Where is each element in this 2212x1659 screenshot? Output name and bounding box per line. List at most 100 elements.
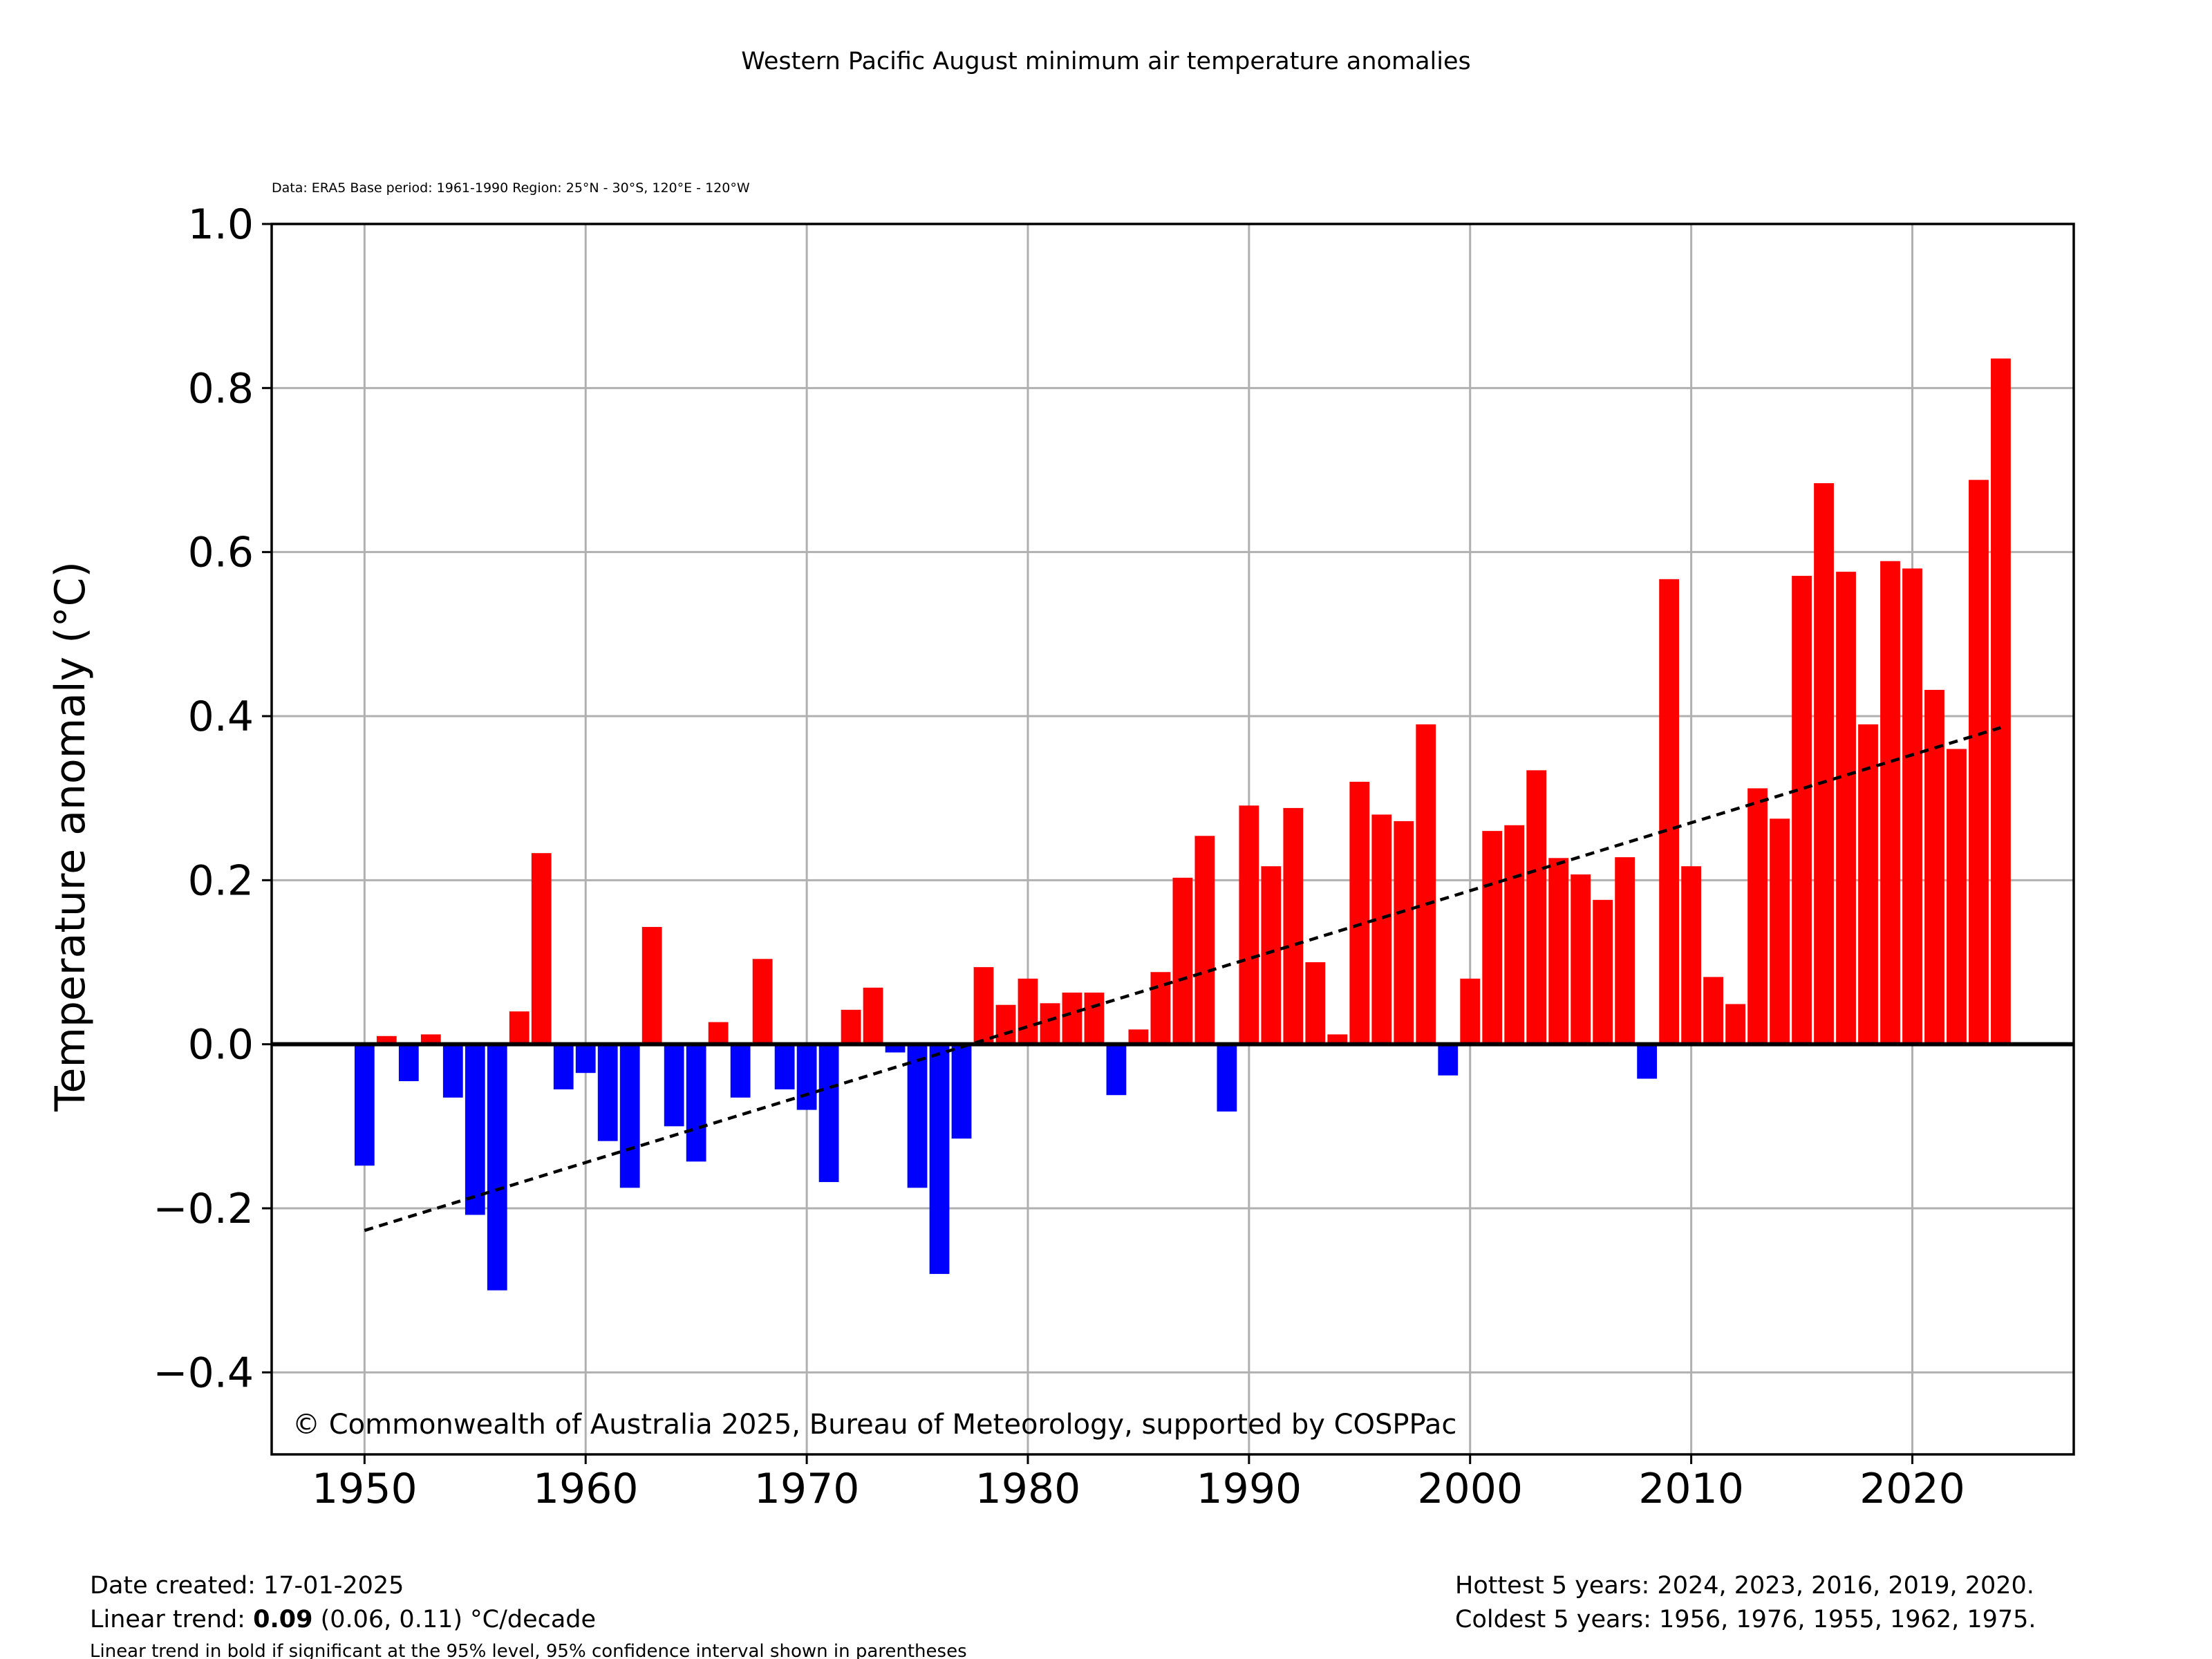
y-tick-label: 0.2 xyxy=(188,856,254,905)
bar-1958 xyxy=(531,853,552,1044)
bar-2023 xyxy=(1969,480,1989,1044)
bar-1961 xyxy=(597,1044,618,1141)
bar-1976 xyxy=(929,1044,950,1274)
bar-1983 xyxy=(1084,992,1105,1044)
bar-1951 xyxy=(376,1035,397,1044)
bar-2021 xyxy=(1924,690,1944,1044)
y-tick-label: 0.8 xyxy=(188,364,254,413)
y-axis-label: Temperature anomaly (°C) xyxy=(46,561,95,1112)
y-tick-label: 1.0 xyxy=(188,200,254,249)
bar-1993 xyxy=(1305,962,1326,1044)
bar-1957 xyxy=(509,1011,529,1044)
x-tick-label: 1980 xyxy=(975,1465,1081,1513)
bar-2018 xyxy=(1858,724,1878,1044)
bar-1956 xyxy=(487,1044,507,1291)
bar-1997 xyxy=(1394,821,1414,1044)
bar-1978 xyxy=(973,967,994,1044)
plot-frame xyxy=(270,223,2075,1456)
bar-1967 xyxy=(730,1044,751,1098)
bar-2016 xyxy=(1814,482,1834,1044)
bar-1987 xyxy=(1172,877,1193,1044)
bar-2012 xyxy=(1725,1004,1745,1044)
bar-1975 xyxy=(907,1044,928,1188)
y-tick-label: −0.2 xyxy=(153,1185,254,1233)
bar-2015 xyxy=(1792,576,1812,1044)
bar-2009 xyxy=(1659,579,1680,1044)
y-tick-label: 0.4 xyxy=(188,693,254,741)
bar-1962 xyxy=(619,1044,640,1188)
x-tick-label: 2020 xyxy=(1859,1465,1965,1513)
bar-2010 xyxy=(1681,866,1702,1044)
x-tick-label: 1970 xyxy=(754,1465,860,1513)
bar-2020 xyxy=(1902,568,1922,1044)
chart-subtitle: Data: ERA5 Base period: 1961-1990 Region… xyxy=(272,180,750,196)
bar-1990 xyxy=(1239,805,1259,1044)
bar-1977 xyxy=(951,1044,972,1139)
bar-1972 xyxy=(841,1009,861,1044)
bar-2006 xyxy=(1593,899,1613,1044)
bar-2005 xyxy=(1571,874,1591,1044)
bar-2003 xyxy=(1526,770,1547,1044)
bar-1960 xyxy=(575,1044,596,1074)
bar-1964 xyxy=(664,1044,684,1127)
x-tick-label: 1990 xyxy=(1197,1465,1302,1513)
x-tick-label: 1950 xyxy=(312,1465,418,1513)
bar-1992 xyxy=(1283,807,1304,1044)
y-axis: −0.4 −0.2 0.0 0.2 0.4 0.6 0.8 1.0 xyxy=(153,200,272,1397)
chart-title: Western Pacific August minimum air tempe… xyxy=(741,48,1470,75)
bar-2024 xyxy=(1991,358,2011,1044)
bar-2019 xyxy=(1880,561,1900,1044)
bar-2001 xyxy=(1482,831,1503,1044)
bar-1991 xyxy=(1261,866,1282,1044)
x-tick-label: 1960 xyxy=(533,1465,639,1513)
bar-2000 xyxy=(1460,978,1481,1044)
bar-1979 xyxy=(995,1004,1016,1044)
bar-1965 xyxy=(686,1044,706,1162)
linear-trend-value: 0.09 xyxy=(253,1606,312,1633)
bar-1963 xyxy=(641,926,662,1044)
bar-2022 xyxy=(1947,749,1967,1044)
bar-2017 xyxy=(1836,572,1856,1044)
bar-1950 xyxy=(354,1044,375,1166)
bar-1959 xyxy=(553,1044,574,1089)
bar-1974 xyxy=(885,1044,906,1053)
y-tick-label: −0.4 xyxy=(153,1349,254,1397)
copyright-annotation: © Commonwealth of Australia 2025, Bureau… xyxy=(292,1409,1456,1441)
bar-1952 xyxy=(398,1044,419,1082)
linear-trend-prefix: Linear trend: xyxy=(90,1606,253,1633)
bar-1971 xyxy=(818,1044,839,1183)
bar-2014 xyxy=(1770,818,1790,1044)
bar-1968 xyxy=(752,959,773,1044)
bar-1995 xyxy=(1349,781,1370,1044)
bar-1980 xyxy=(1018,978,1038,1044)
linear-trend-ci: (0.06, 0.11) °C/decade xyxy=(312,1606,596,1633)
bar-1973 xyxy=(863,987,883,1044)
bar-1970 xyxy=(796,1044,817,1110)
y-tick-label: 0.6 xyxy=(188,529,254,577)
bar-1996 xyxy=(1371,814,1392,1044)
bar-1999 xyxy=(1438,1044,1459,1076)
bar-1969 xyxy=(774,1044,795,1089)
bar-1966 xyxy=(708,1022,729,1044)
hottest-years: Hottest 5 years: 2024, 2023, 2016, 2019,… xyxy=(1455,1572,2034,1600)
bar-1985 xyxy=(1128,1029,1149,1044)
bar-1994 xyxy=(1327,1034,1348,1044)
bar-1955 xyxy=(465,1044,485,1215)
bar-2013 xyxy=(1747,788,1768,1044)
trend-line xyxy=(364,726,2002,1232)
bars xyxy=(354,358,2011,1291)
bar-2002 xyxy=(1504,825,1525,1044)
x-tick-label: 2010 xyxy=(1638,1465,1744,1513)
date-created: Date created: 17-01-2025 xyxy=(90,1572,404,1600)
bar-1998 xyxy=(1416,724,1436,1044)
bar-2011 xyxy=(1703,977,1723,1044)
bar-1982 xyxy=(1062,992,1082,1044)
bar-1954 xyxy=(442,1044,463,1098)
bar-1981 xyxy=(1040,1003,1060,1044)
x-axis: 1950 1960 1970 1980 1990 2000 2010 2020 xyxy=(312,1454,1965,1513)
bar-1953 xyxy=(420,1034,441,1044)
trend-note: Linear trend in bold if significant at t… xyxy=(90,1641,967,1659)
coldest-years: Coldest 5 years: 1956, 1976, 1955, 1962,… xyxy=(1455,1606,2036,1633)
bar-1988 xyxy=(1194,836,1215,1044)
bar-2004 xyxy=(1548,858,1569,1044)
